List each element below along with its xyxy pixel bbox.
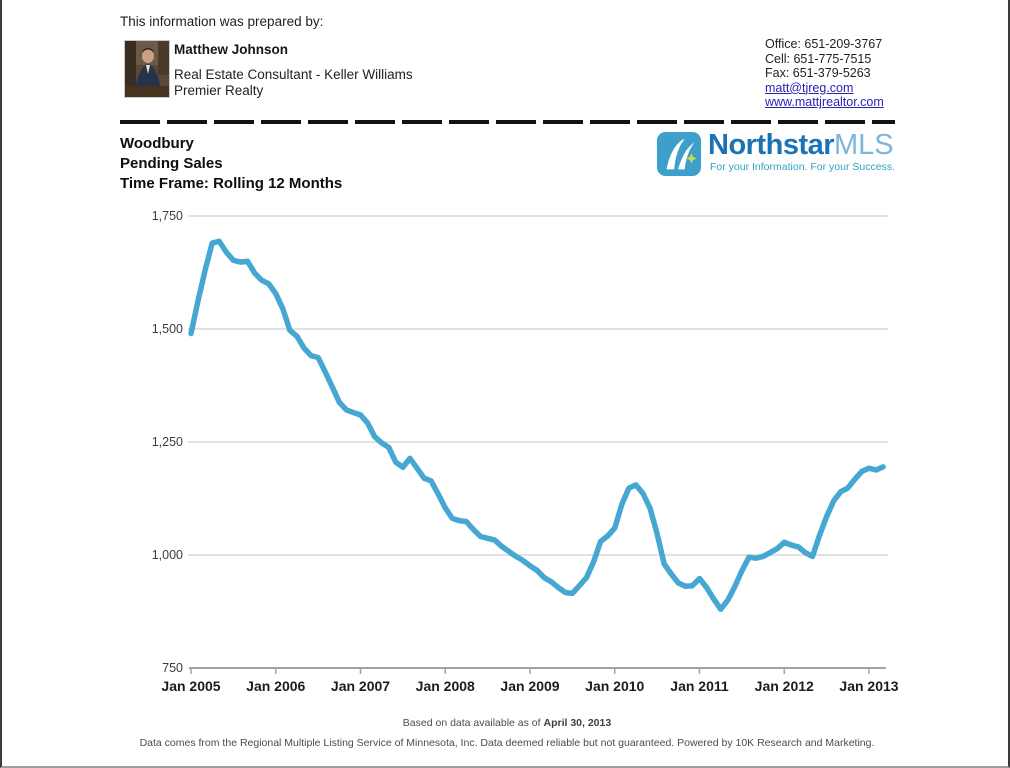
brand-tagline: For your Information. For your Success. bbox=[710, 161, 895, 173]
contact-website-link[interactable]: www.mattjrealtor.com bbox=[765, 95, 884, 110]
agent-photo bbox=[124, 40, 170, 98]
agent-photo-image bbox=[125, 41, 169, 97]
contact-email-link[interactable]: matt@tjreg.com bbox=[765, 80, 854, 95]
footer-based-prefix: Based on data available as of bbox=[402, 717, 544, 729]
dashed-divider bbox=[120, 120, 895, 124]
agent-role-line2: Premier Realty bbox=[174, 83, 264, 98]
x-axis-tick-label: Jan 2007 bbox=[331, 678, 390, 694]
northstarmls-logo: NorthstarMLS For your Information. For y… bbox=[656, 129, 906, 179]
x-axis-tick-label: Jan 2009 bbox=[500, 678, 559, 694]
footer-based-date: April 30, 2013 bbox=[543, 717, 612, 729]
report-timeframe: Time Frame: Rolling 12 Months bbox=[120, 175, 343, 192]
x-axis-tick-label: Jan 2012 bbox=[755, 678, 814, 694]
contact-office: Office: 651-209-3767 bbox=[765, 37, 883, 51]
x-axis-tick-label: Jan 2013 bbox=[839, 678, 898, 694]
brand-name-primary: Northstar bbox=[708, 129, 835, 161]
northstarmls-logo-icon bbox=[656, 131, 702, 177]
x-axis-tick-label: Jan 2010 bbox=[585, 678, 644, 694]
pending-sales-line-series bbox=[188, 238, 886, 612]
y-axis-tick-label: 1,250 bbox=[152, 435, 183, 449]
agent-name: Matthew Johnson bbox=[174, 42, 288, 57]
footer-disclaimer: Data comes from the Regional Multiple Li… bbox=[139, 737, 875, 749]
x-axis-tick-label: Jan 2006 bbox=[246, 678, 305, 694]
y-axis-tick-label: 1,750 bbox=[152, 209, 183, 223]
brand-name-secondary: MLS bbox=[834, 129, 894, 161]
contact-fax: Fax: 651-379-5263 bbox=[765, 66, 871, 81]
x-axis-tick-label: Jan 2011 bbox=[670, 678, 729, 694]
x-axis-tick-label: Jan 2008 bbox=[416, 678, 475, 694]
footer-based-on: Based on data available as of April 30, … bbox=[2, 717, 1008, 729]
agent-contact-block: Office: 651-209-3767 Cell: 651-775-7515 … bbox=[765, 37, 884, 110]
y-axis-tick-label: 1,500 bbox=[152, 322, 183, 336]
agent-role-line1: Real Estate Consultant - Keller Williams bbox=[174, 67, 413, 82]
prepared-by-label: This information was prepared by: bbox=[120, 14, 324, 29]
y-axis-tick-label: 750 bbox=[162, 661, 183, 675]
x-axis-tick-label: Jan 2005 bbox=[161, 678, 220, 694]
y-axis-tick-label: 1,000 bbox=[152, 548, 183, 562]
contact-cell: Cell: 651-775-7515 bbox=[765, 51, 872, 66]
report-metric: Pending Sales bbox=[120, 155, 223, 172]
report-title-block: Woodbury Pending Sales Time Frame: Rolli… bbox=[120, 134, 342, 194]
report-location: Woodbury bbox=[120, 135, 194, 152]
